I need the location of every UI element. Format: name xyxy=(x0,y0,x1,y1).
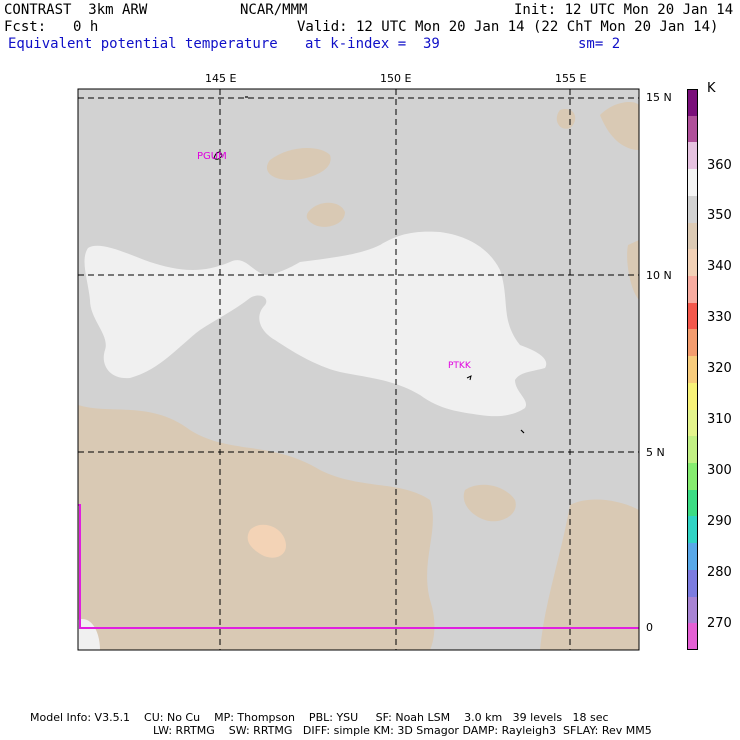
colorbar-swatch xyxy=(687,302,698,330)
peach-region xyxy=(247,524,286,558)
field-name: Equivalent potential temperature xyxy=(8,36,278,52)
guam-island xyxy=(213,151,223,160)
colorbar-swatch xyxy=(687,142,698,170)
lat-label-0: 0 xyxy=(646,621,653,634)
colorbar-swatch xyxy=(687,276,698,303)
colorbar-label-340: 340 xyxy=(707,259,732,274)
model-title: CONTRAST 3km ARW xyxy=(4,2,148,18)
colorbar-label-320: 320 xyxy=(707,361,732,376)
station-ptkk: PTKK xyxy=(448,361,471,371)
colorbar-label-300: 300 xyxy=(707,463,732,478)
lat-label-5n: 5 N xyxy=(646,446,665,459)
colorbar-label-290: 290 xyxy=(707,514,732,529)
station-pgum: PGUM xyxy=(197,151,227,162)
forecast-hour: 0 h xyxy=(73,19,99,35)
colorbar-swatch xyxy=(687,222,698,250)
colorbar-swatch xyxy=(687,516,698,544)
colorbar-swatch xyxy=(687,409,698,437)
colorbar-label-280: 280 xyxy=(707,565,732,580)
lon-label-145: 145 E xyxy=(205,72,237,85)
footer-physics-info: LW: RRTMG SW: RRTMG DIFF: simple KM: 3D … xyxy=(153,724,652,737)
lat-label-15n: 15 N xyxy=(646,91,672,104)
lat-label-10n: 10 N xyxy=(646,269,672,282)
colorbar-label-350: 350 xyxy=(707,208,732,223)
colorbar-swatch xyxy=(687,195,698,223)
forecast-label: Fcst: xyxy=(4,19,47,35)
valid-time: Valid: 12 UTC Mon 20 Jan 14 (22 ChT Mon … xyxy=(297,19,719,35)
light-region-main xyxy=(84,231,547,417)
map-frame xyxy=(77,88,640,651)
colorbar-label-360: 360 xyxy=(707,158,732,173)
tan-region-southeast xyxy=(463,484,516,522)
model-level: at k-index = 39 xyxy=(305,36,440,52)
colorbar-swatch xyxy=(687,596,698,624)
lon-label-150: 150 E xyxy=(380,72,412,85)
graticule xyxy=(78,89,639,650)
colorbar-swatch xyxy=(687,489,698,517)
colorbar-unit: K xyxy=(707,81,716,96)
organization: NCAR/MMM xyxy=(240,2,308,18)
colorbar-swatch xyxy=(687,569,698,597)
colorbar-swatch xyxy=(687,382,698,410)
light-region-corner xyxy=(78,619,100,650)
tan-region-east xyxy=(540,499,639,650)
colorbar-swatch xyxy=(687,463,698,490)
colorbar-swatch xyxy=(687,543,698,570)
tan-region-ne xyxy=(600,102,639,150)
colorbar-swatch xyxy=(687,89,698,116)
equator-line xyxy=(78,504,639,629)
colorbar-swatch xyxy=(687,436,698,463)
tan-region-north1 xyxy=(266,148,331,180)
smoothing: sm= 2 xyxy=(578,36,621,52)
colorbar-swatch xyxy=(687,329,698,357)
lon-label-155: 155 E xyxy=(555,72,587,85)
tan-region-north3 xyxy=(556,109,576,129)
tan-region-east2 xyxy=(627,240,639,300)
colorbar-label-310: 310 xyxy=(707,412,732,427)
init-time: Init: 12 UTC Mon 20 Jan 14 xyxy=(514,2,734,18)
colorbar-label-270: 270 xyxy=(707,616,732,631)
pohnpei-island xyxy=(520,429,525,434)
colorbar-label-330: 330 xyxy=(707,310,732,325)
colorbar-swatch xyxy=(687,623,698,650)
tan-region-north2 xyxy=(306,202,345,227)
colorbar-swatch xyxy=(687,169,698,196)
colorbar-swatch xyxy=(687,249,698,276)
chuuk-atoll xyxy=(466,375,472,381)
colorbar-swatch xyxy=(687,356,698,383)
footer-model-info: Model Info: V3.5.1 CU: No Cu MP: Thompso… xyxy=(30,711,609,724)
colorbar-swatch xyxy=(687,115,698,143)
